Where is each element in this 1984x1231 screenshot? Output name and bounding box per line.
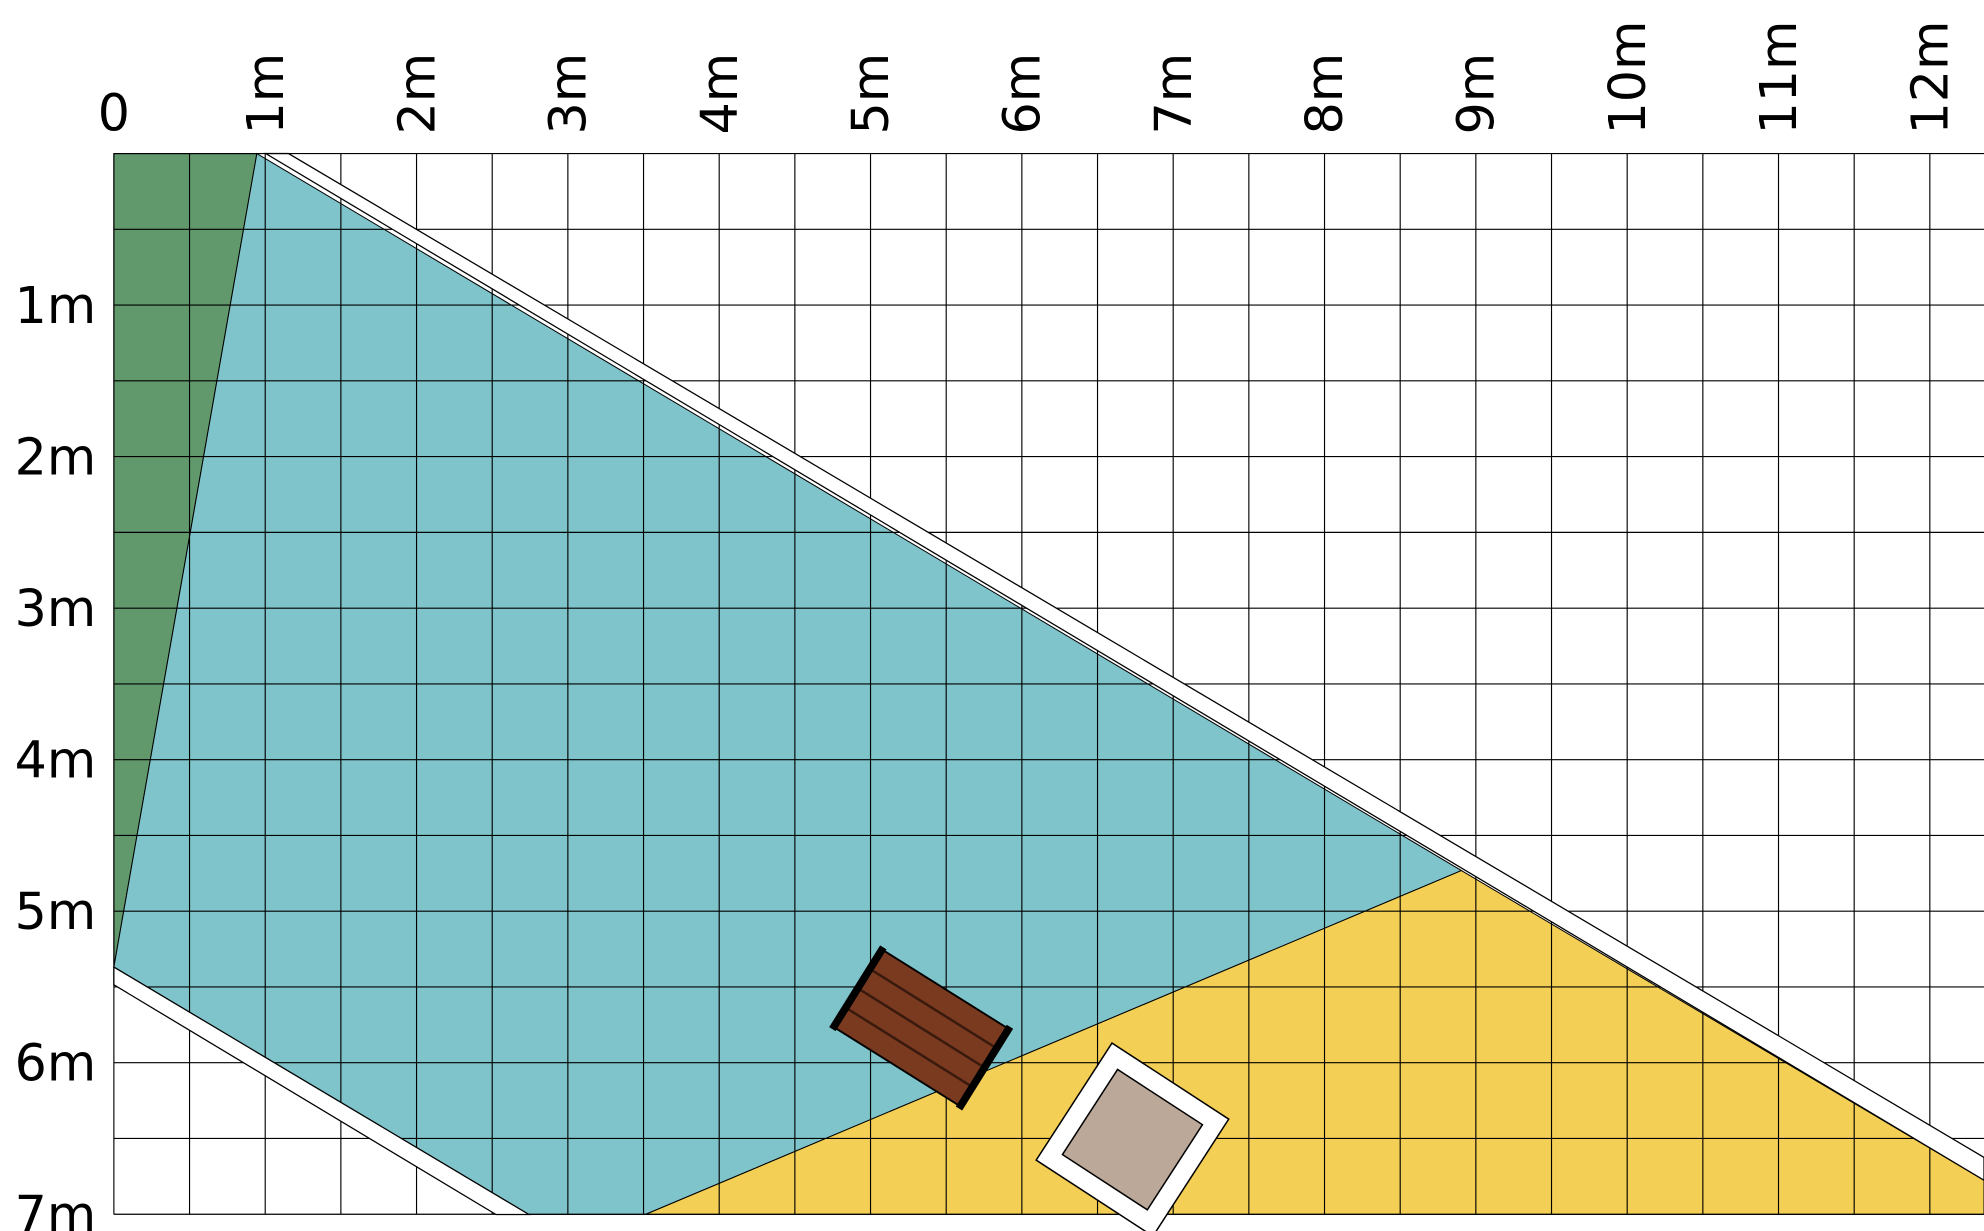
x-label: 3m — [539, 53, 598, 135]
planter-soil — [1061, 1068, 1204, 1211]
path-edges — [113, 152, 1984, 1216]
yellow-zone — [645, 870, 1984, 1216]
x-label: 10m — [1598, 21, 1657, 135]
y-label: 1m — [15, 276, 96, 335]
x-label: 5m — [841, 53, 900, 135]
y-label: 3m — [15, 579, 96, 638]
bench-slat — [870, 968, 997, 1049]
x-label: 11m — [1749, 21, 1808, 135]
y-label: 6m — [15, 1033, 96, 1092]
axis-labels: 0 1m 2m 3m 4m 5m 6m 7m 8m 9m 10m 11m 12m 1m 2m 3m 4m 5m 6m… — [15, 21, 1960, 1231]
y-label: 2m — [15, 427, 96, 486]
x-label: 12m — [1901, 21, 1960, 135]
bench — [829, 945, 1014, 1111]
y-label: 5m — [15, 882, 96, 941]
bench-leg — [955, 1024, 1014, 1111]
bench-leg — [829, 945, 887, 1032]
path-strip — [113, 965, 532, 1216]
path-strip — [263, 152, 1984, 1181]
x-label: 1m — [236, 53, 295, 135]
bench-slat — [858, 987, 985, 1069]
planter — [1035, 1042, 1230, 1231]
y-label: 7m — [15, 1185, 96, 1231]
x-label: 0 — [98, 84, 130, 143]
bench-slat — [846, 1007, 972, 1088]
x-label: 2m — [387, 53, 446, 135]
x-label: 9m — [1447, 53, 1506, 135]
x-label: 8m — [1295, 53, 1354, 135]
x-label: 7m — [1144, 53, 1203, 135]
y-label: 4m — [15, 730, 96, 789]
x-label: 6m — [993, 53, 1052, 135]
x-label: 4m — [690, 53, 749, 135]
